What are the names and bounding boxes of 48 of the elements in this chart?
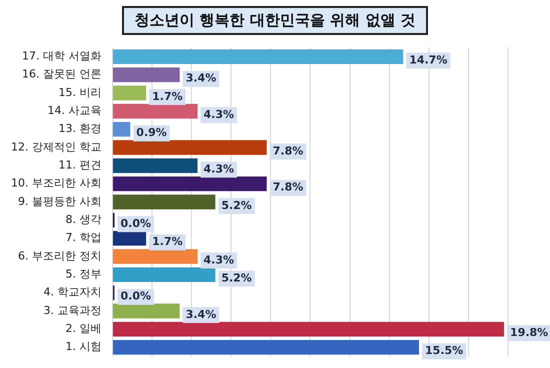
- data-label: 7.8%: [272, 180, 304, 194]
- bar: [112, 322, 504, 336]
- data-label: 3.4%: [186, 72, 216, 85]
- data-label: 7.8%: [272, 144, 304, 158]
- y-tick-label: 16. 잘못된 언론: [22, 68, 102, 81]
- y-tick-label: 11. 편견: [58, 158, 102, 172]
- bar: [112, 340, 420, 355]
- bar: [112, 140, 267, 155]
- bar: [112, 49, 404, 64]
- y-tick-label: 13. 환경: [58, 122, 102, 136]
- data-label: 4.3%: [204, 108, 234, 122]
- data-label: 14.7%: [409, 54, 448, 67]
- data-label: 4.3%: [204, 162, 234, 176]
- y-tick-label: 8. 생각: [65, 213, 102, 226]
- y-tick-label: 15. 비리: [58, 86, 102, 99]
- data-label: 1.7%: [152, 90, 183, 103]
- bar: [112, 194, 216, 210]
- bar: [112, 86, 146, 100]
- y-tick-label: 6. 부조리한 정치: [18, 249, 102, 262]
- bar: [112, 104, 198, 119]
- chart-title: 청소년이 행복한 대한민국을 위해 없앨 것: [122, 6, 428, 35]
- bar: [112, 176, 267, 192]
- y-tick-label: 14. 사교육: [47, 104, 102, 118]
- data-label: 15.5%: [425, 344, 464, 358]
- data-label: 1.7%: [152, 235, 183, 248]
- data-label: 0.0%: [120, 217, 151, 230]
- data-label: 5.2%: [221, 198, 252, 212]
- y-tick-label: 5. 정부: [65, 268, 102, 281]
- y-tick-label: 2. 일베: [65, 322, 102, 336]
- bar: [112, 122, 130, 137]
- y-tick-label: 12. 강제적인 학교: [10, 140, 102, 154]
- data-label: 3.4%: [186, 308, 216, 321]
- y-tick-label: 17. 대학 서열화: [22, 50, 102, 63]
- y-tick-label: 10. 부조리한 사회: [10, 176, 102, 190]
- bar: [112, 158, 198, 174]
- bar: [112, 267, 216, 282]
- y-tick-label: 7. 학업: [65, 231, 102, 244]
- y-tick-label: 4. 학교자치: [43, 286, 102, 299]
- bar: [112, 249, 198, 264]
- y-tick-label: 9. 불평등한 사회: [18, 194, 102, 208]
- data-label: 5.2%: [221, 272, 252, 285]
- data-label: 4.3%: [204, 253, 234, 266]
- y-tick-label: 3. 교육과정: [43, 304, 102, 317]
- bar: [112, 68, 180, 82]
- data-label: 0.0%: [120, 290, 151, 303]
- data-label: 0.9%: [136, 126, 167, 140]
- data-label: 19.8%: [510, 326, 548, 340]
- y-tick-label: 1. 시험: [65, 340, 102, 354]
